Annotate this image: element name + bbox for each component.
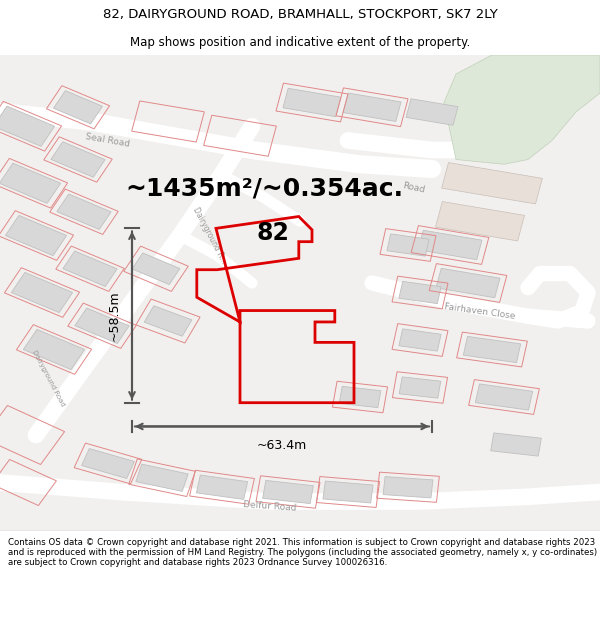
Polygon shape — [283, 88, 341, 117]
Polygon shape — [399, 329, 441, 351]
Text: Dairyground R...: Dairyground R... — [191, 206, 229, 265]
Text: Road: Road — [402, 181, 426, 195]
Text: 82: 82 — [257, 221, 289, 245]
Text: Contains OS data © Crown copyright and database right 2021. This information is : Contains OS data © Crown copyright and d… — [8, 538, 597, 568]
Polygon shape — [399, 281, 441, 304]
Text: 82, DAIRYGROUND ROAD, BRAMHALL, STOCKPORT, SK7 2LY: 82, DAIRYGROUND ROAD, BRAMHALL, STOCKPOR… — [103, 8, 497, 21]
Polygon shape — [436, 201, 524, 241]
Polygon shape — [475, 384, 533, 410]
Text: Delfur Road: Delfur Road — [243, 500, 297, 512]
Polygon shape — [136, 464, 188, 491]
Polygon shape — [343, 93, 401, 121]
Polygon shape — [0, 163, 61, 203]
Polygon shape — [75, 308, 129, 344]
Polygon shape — [144, 306, 192, 336]
Polygon shape — [132, 253, 180, 284]
Polygon shape — [51, 142, 105, 177]
Text: Dairyground Road: Dairyground Road — [31, 349, 65, 407]
Polygon shape — [63, 251, 117, 286]
Text: ~1435m²/~0.354ac.: ~1435m²/~0.354ac. — [125, 176, 403, 200]
Polygon shape — [383, 477, 433, 498]
Text: ~63.4m: ~63.4m — [257, 439, 307, 452]
Text: Map shows position and indicative extent of the property.: Map shows position and indicative extent… — [130, 36, 470, 49]
Polygon shape — [0, 106, 55, 146]
Polygon shape — [444, 55, 600, 164]
Polygon shape — [387, 234, 429, 256]
Polygon shape — [406, 99, 458, 125]
Text: Fairhaven Close: Fairhaven Close — [444, 302, 516, 321]
Polygon shape — [23, 329, 85, 369]
Polygon shape — [399, 377, 441, 398]
Polygon shape — [196, 475, 248, 499]
Polygon shape — [11, 272, 73, 312]
Polygon shape — [339, 386, 381, 408]
Text: Seal Road: Seal Road — [85, 132, 131, 149]
Polygon shape — [418, 230, 482, 260]
Polygon shape — [463, 336, 521, 362]
Polygon shape — [491, 433, 541, 456]
Polygon shape — [442, 162, 542, 204]
Polygon shape — [82, 449, 134, 479]
Text: ~58.5m: ~58.5m — [107, 290, 121, 341]
Polygon shape — [53, 91, 103, 124]
Polygon shape — [263, 481, 313, 504]
Polygon shape — [57, 194, 111, 229]
Polygon shape — [323, 481, 373, 503]
Polygon shape — [436, 268, 500, 298]
Polygon shape — [5, 216, 67, 256]
